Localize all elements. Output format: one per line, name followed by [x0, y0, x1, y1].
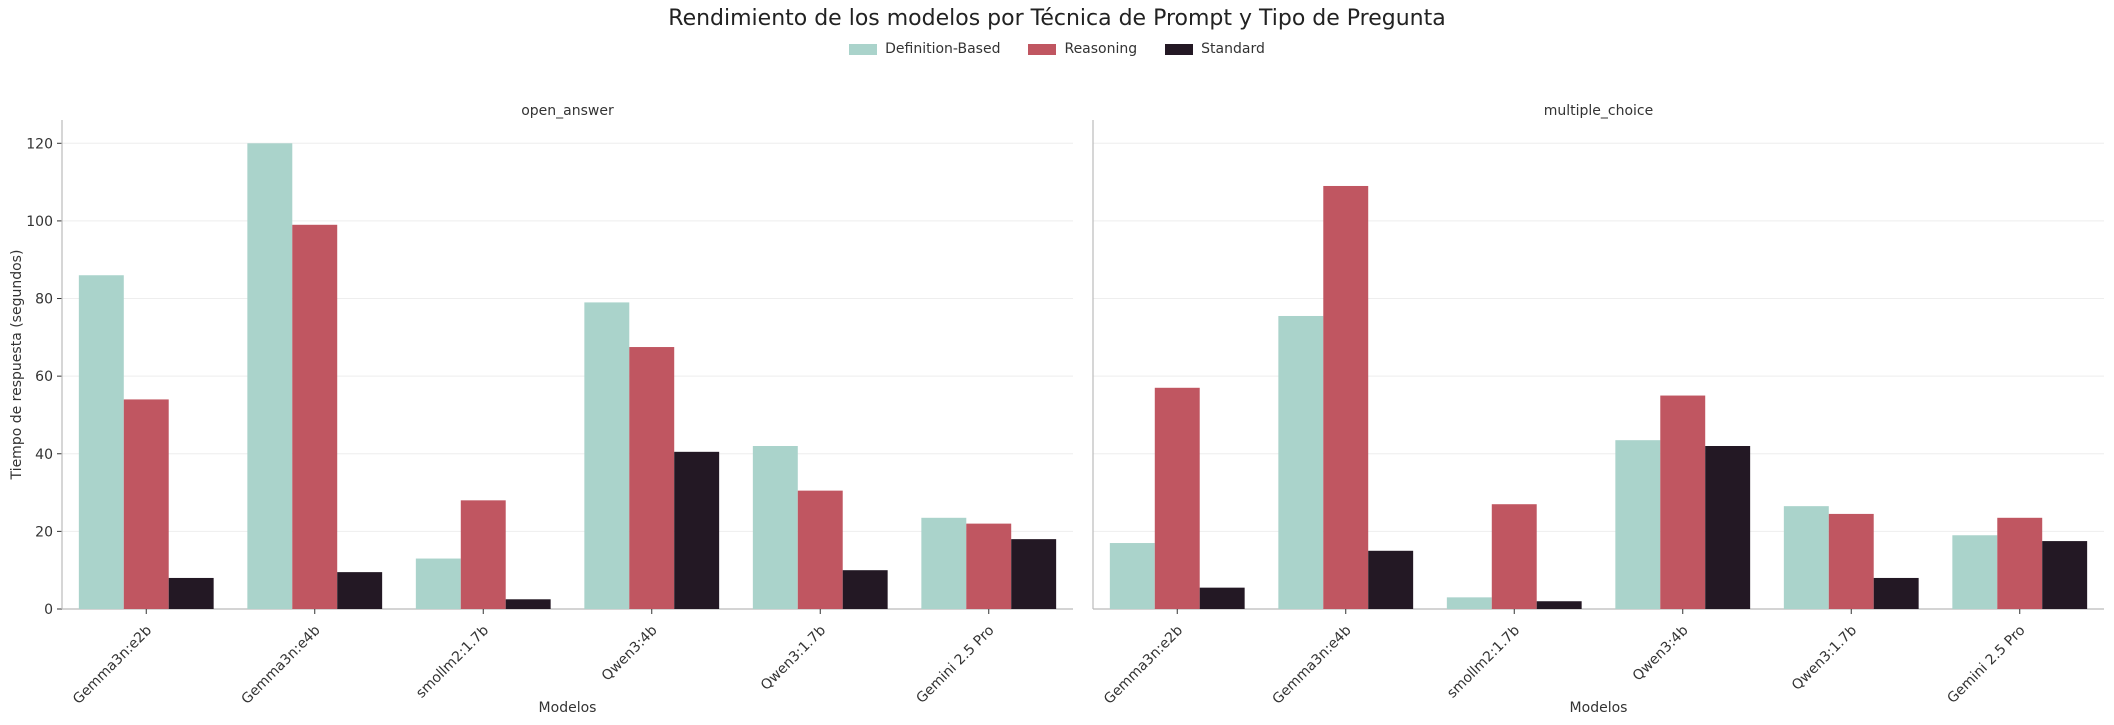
x-tick-label-gemma3n-e2b: Gemma3n:e2b — [1101, 622, 1186, 707]
legend-item-standard: Standard — [1165, 41, 1265, 57]
bar-definition-based-gemma3n-e2b — [78, 275, 124, 609]
bar-standard-qwen3-4b — [674, 451, 720, 609]
x-tick-label-gemma3n-e4b: Gemma3n:e4b — [1270, 622, 1355, 707]
bar-reasoning-smollm2-1-7b — [1491, 504, 1537, 609]
bar-standard-gemma3n-e2b — [168, 577, 214, 609]
x-tick-label-qwen3-1-7b: Qwen3:1.7b — [1789, 622, 1860, 693]
legend-label-standard: Standard — [1201, 41, 1265, 57]
bar-reasoning-gemma3n-e2b — [123, 399, 169, 609]
bar-reasoning-qwen3-4b — [1660, 395, 1706, 609]
bar-standard-smollm2-1-7b — [1536, 601, 1582, 609]
x-tick-label-gemma3n-e2b: Gemma3n:e2b — [70, 622, 155, 707]
bar-reasoning-gemma3n-e4b — [292, 224, 338, 610]
bar-definition-based-gemini-2-5-pro — [921, 517, 967, 609]
bar-standard-gemini-2-5-pro — [1011, 539, 1057, 609]
bar-reasoning-qwen3-4b — [629, 347, 675, 609]
legend-label-definition-based: Definition-Based — [885, 41, 1001, 57]
legend-swatch-definition-based — [849, 43, 878, 55]
panel-open-answer: 0 20 40 60 80 100 120 open_answer Gemma3n:e2b Gem… — [9, 103, 1073, 716]
bar-definition-based-gemma3n-e4b — [1278, 315, 1324, 609]
x-tick-label-smollm2-1-7b: smollm2:1.7b — [413, 622, 492, 701]
x-tick-label-gemini-2-5-pro: Gemini 2.5 Pro — [913, 623, 997, 707]
y-tick-label: 120 — [26, 136, 53, 152]
bar-standard-smollm2-1-7b — [505, 599, 551, 609]
legend-swatch-reasoning — [1028, 43, 1057, 55]
bar-reasoning-smollm2-1-7b — [460, 500, 506, 609]
bar-definition-based-qwen3-4b — [584, 302, 630, 609]
bar-reasoning-qwen3-1-7b — [1828, 513, 1874, 609]
y-tick-label: 80 — [35, 292, 53, 308]
legend-item-reasoning: Reasoning — [1028, 41, 1137, 57]
bar-standard-gemini-2-5-pro — [2042, 541, 2088, 609]
bar-reasoning-qwen3-1-7b — [797, 490, 843, 609]
bar-standard-gemma3n-e4b — [1368, 550, 1414, 609]
bar-reasoning-gemma3n-e2b — [1154, 387, 1200, 609]
bar-definition-based-qwen3-1-7b — [752, 446, 798, 609]
chart-title: Rendimiento de los modelos por Técnica d… — [668, 6, 1446, 31]
x-tick-label-gemini-2-5-pro: Gemini 2.5 Pro — [1944, 623, 2028, 707]
y-tick-label: 40 — [35, 447, 53, 463]
bar-standard-qwen3-1-7b — [842, 570, 888, 609]
bar-definition-based-gemma3n-e2b — [1109, 543, 1155, 609]
bar-reasoning-gemini-2-5-pro — [1997, 517, 2043, 609]
x-tick-label-qwen3-1-7b: Qwen3:1.7b — [758, 622, 829, 693]
y-tick-label: 0 — [44, 602, 53, 618]
bar-definition-based-smollm2-1-7b — [415, 558, 461, 609]
bar-standard-qwen3-4b — [1705, 446, 1751, 609]
y-tick-label: 100 — [26, 214, 53, 230]
panel-multiple-choice: multiple_choice Gemma3n:e2b Gemma3n:e4b smo… — [1092, 103, 2104, 716]
bar-reasoning-gemma3n-e4b — [1323, 185, 1369, 609]
bar-reasoning-gemini-2-5-pro — [966, 523, 1012, 609]
x-axis-label: Modelos — [539, 700, 597, 716]
legend-item-definition-based: Definition-Based — [849, 41, 1000, 57]
bar-definition-based-gemma3n-e4b — [247, 143, 293, 610]
bar-definition-based-qwen3-1-7b — [1783, 506, 1829, 609]
x-axis-label: Modelos — [1570, 700, 1628, 716]
x-tick-label-qwen3-4b: Qwen3:4b — [1630, 622, 1692, 684]
x-tick-label-qwen3-4b: Qwen3:4b — [599, 622, 661, 684]
y-tick-label: 60 — [35, 369, 53, 385]
x-tick-label-gemma3n-e4b: Gemma3n:e4b — [239, 622, 324, 707]
y-tick-label: 20 — [35, 524, 53, 540]
bar-definition-based-qwen3-4b — [1615, 440, 1661, 609]
panel-title-open-answer: open_answer — [521, 103, 614, 119]
y-axis-label: Tiempo de respuesta (segundos) — [9, 250, 25, 481]
bar-definition-based-smollm2-1-7b — [1446, 597, 1492, 609]
panel-title-multiple-choice: multiple_choice — [1544, 103, 1654, 119]
legend-label-reasoning: Reasoning — [1064, 41, 1138, 57]
bar-definition-based-gemini-2-5-pro — [1952, 535, 1998, 609]
legend-swatch-standard — [1165, 43, 1194, 55]
legend: Definition-Based Reasoning Standard — [0, 41, 2114, 57]
x-tick-label-smollm2-1-7b: smollm2:1.7b — [1444, 622, 1523, 701]
bar-standard-qwen3-1-7b — [1873, 577, 1919, 609]
bar-standard-gemma3n-e2b — [1199, 587, 1245, 609]
bar-standard-gemma3n-e4b — [337, 572, 383, 609]
